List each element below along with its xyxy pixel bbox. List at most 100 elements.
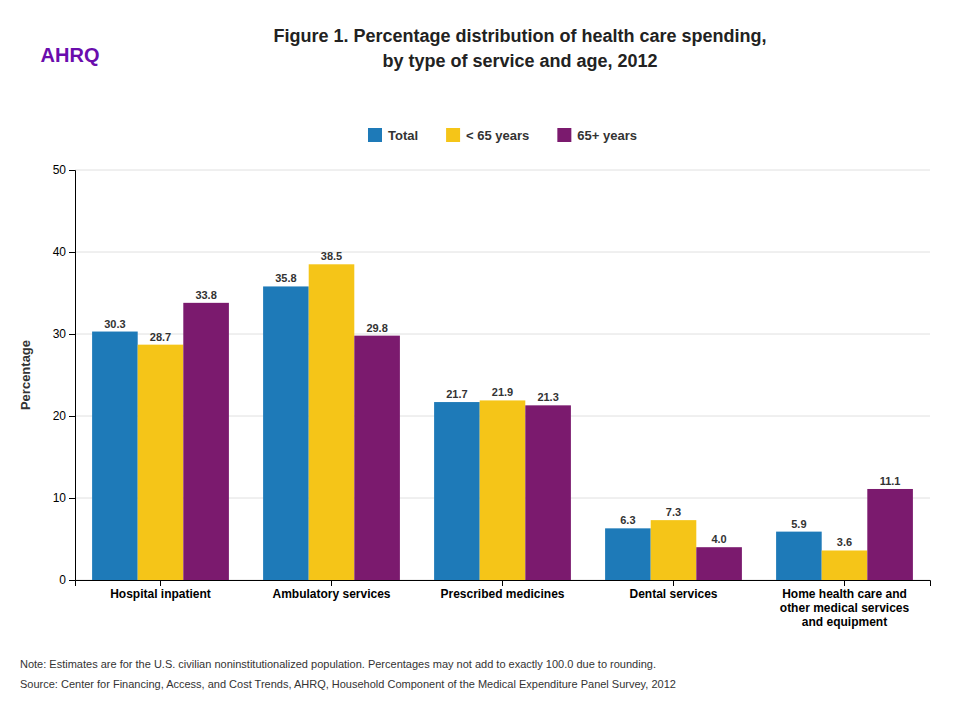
title-line: by type of service and age, 2012 [382,51,657,71]
tick: Prescribed medicines [440,580,564,601]
tick-label-line: Home health care and [782,587,907,601]
bar [651,520,697,580]
tick-label: 30 [53,327,67,341]
tick-label-line: other medical services [780,601,910,615]
data-label: 11.1 [880,475,901,487]
legend: Total < 65 years 65+ years [368,128,637,143]
axis-title: Percentage [18,340,33,410]
bar [354,336,400,580]
bar [138,345,184,580]
note: Source: Center for Financing, Access, an… [20,678,676,690]
tick-label: 50 [53,163,67,177]
data-label: 33.8 [195,289,216,301]
tick: 10 [53,491,75,505]
tick-label: 40 [53,245,67,259]
series [92,286,822,580]
bar [309,264,355,580]
tick-mark [160,580,161,586]
tick: 0 [59,573,75,587]
tick-label: 20 [53,409,67,423]
title-line: Figure 1. Percentage distribution of hea… [273,26,766,46]
logo-text: AHRQ [41,44,100,66]
tick-label: Prescribed medicines [440,587,564,601]
tick-mark [844,580,845,586]
tick-mark [69,498,75,499]
bar [776,532,822,580]
data-label: 21.9 [492,386,513,398]
tick-mark [69,416,75,417]
tick-label-line: and equipment [802,615,887,629]
tick: 50 [53,163,75,177]
grid-line [75,252,930,253]
tick-mark [673,580,674,586]
grid-line [75,170,930,171]
data-label: 28.7 [150,331,171,343]
tick: 20 [53,409,75,423]
tick-label-line: Prescribed medicines [440,587,564,601]
data-label: 38.5 [321,250,342,262]
tick-label-line: Dental services [629,587,717,601]
data-label: 4.0 [711,533,726,545]
axis-line [76,581,931,587]
plot: 30.3 35.8 21.7 6.3 5.9 28.7 38.5 21.9 7.3 3.6 33.8… [18,163,931,629]
tick: 30 [53,327,75,341]
x-axis: Hospital inpatient Ambulatory services Pre… [76,580,931,629]
tick: Ambulatory services [272,580,390,601]
data-label: 21.7 [446,388,467,400]
tick-label: Ambulatory services [272,587,390,601]
legend-swatch [557,128,571,142]
bar [263,286,309,580]
chart: Figure 1. Percentage distribution of hea… [0,0,960,720]
bar [480,400,526,580]
tick-mark [69,334,75,335]
y-axis: 0 10 20 30 40 50 [53,163,76,587]
tick-mark [69,252,75,253]
legend-item: Total [368,128,418,143]
data-label: 29.8 [366,322,387,334]
tick-label: Dental services [629,587,717,601]
data-label: 30.3 [104,318,125,330]
bar [183,303,229,580]
bar [822,550,868,580]
legend-swatch [368,128,382,142]
bar [605,528,651,580]
series [183,303,913,580]
grid [75,170,930,580]
legend-label: 65+ years [577,128,637,143]
tick-label: 10 [53,491,67,505]
note: Note: Estimates are for the U.S. civilia… [20,658,656,670]
tick-mark [502,580,503,586]
bar [525,405,571,580]
legend-swatch [446,128,460,142]
bar [92,332,138,580]
title: Figure 1. Percentage distribution of hea… [273,26,766,71]
data-label: 21.3 [537,391,558,403]
tick: Home health care andother medical servic… [780,580,910,629]
data-labels: 30.3 35.8 21.7 6.3 5.9 28.7 38.5 21.9 7.3 3.6 33.8… [104,250,900,548]
tick: Dental services [629,580,717,601]
tick-label-line: Ambulatory services [272,587,390,601]
bar [696,547,742,580]
tick-mark [69,580,75,581]
data-label: 5.9 [791,518,806,530]
legend-item: < 65 years [446,128,529,143]
tick-mark [69,170,75,171]
tick-label: Hospital inpatient [110,587,211,601]
legend-label: Total [388,128,418,143]
tick-label: Home health care andother medical servic… [780,587,910,630]
data-label: 3.6 [837,536,852,548]
tick-mark [331,580,332,586]
data-label: 6.3 [620,514,635,526]
data-label: 7.3 [666,506,681,518]
series [138,264,868,580]
data-label: 35.8 [275,272,296,284]
legend-item: 65+ years [557,128,637,143]
bar [434,402,480,580]
axis-line [69,171,76,581]
legend-label: < 65 years [466,128,529,143]
bar [867,489,913,580]
tick: 40 [53,245,75,259]
bars [92,264,913,580]
tick-label-line: Hospital inpatient [110,587,211,601]
tick-label: 0 [59,573,66,587]
